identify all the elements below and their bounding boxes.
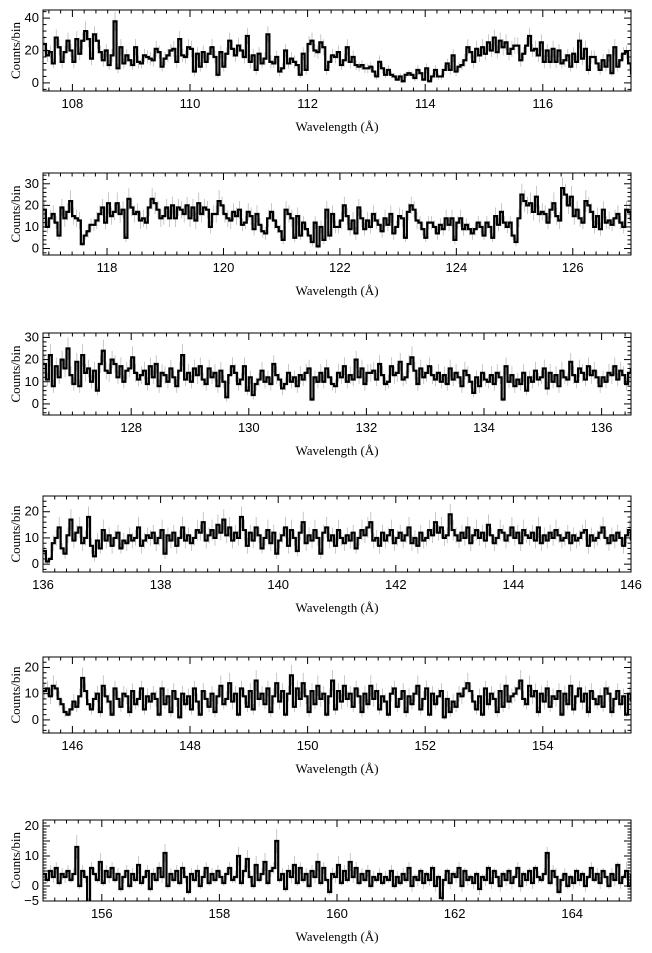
x-tick-label: 146 bbox=[62, 738, 84, 753]
y-tick-label: 0 bbox=[32, 75, 39, 90]
x-tick-label: 114 bbox=[415, 96, 436, 111]
y-tick-label: 10 bbox=[25, 530, 39, 545]
x-tick-label: 152 bbox=[414, 738, 436, 753]
x-tick-label: 110 bbox=[180, 96, 201, 111]
y-tick-label: 30 bbox=[25, 329, 39, 344]
y-tick-label: 20 bbox=[25, 43, 39, 58]
x-tick-label: 148 bbox=[179, 738, 201, 753]
plot-frame bbox=[42, 332, 632, 416]
y-tick-label: 10 bbox=[25, 219, 39, 234]
x-tick-label: 138 bbox=[150, 577, 172, 592]
x-tick-label: 130 bbox=[238, 420, 260, 435]
x-tick-label: 136 bbox=[32, 577, 54, 592]
y-tick-label: 10 bbox=[25, 686, 39, 701]
y-tick-label: −5 bbox=[24, 893, 39, 908]
y-tick-label: 20 bbox=[25, 504, 39, 519]
x-tick-label: 140 bbox=[267, 577, 289, 592]
x-tick-label: 158 bbox=[209, 906, 231, 921]
y-axis-label: Counts/bin bbox=[8, 185, 23, 243]
x-tick-label: 126 bbox=[562, 260, 584, 275]
spectrum-panel-5: 146 148 150 152 154 0 10 20 Wavelength (Å) Counts… bbox=[8, 656, 632, 776]
spectrum-step-line bbox=[43, 674, 631, 719]
y-tick-label: 10 bbox=[25, 374, 39, 389]
x-tick-label: 146 bbox=[620, 577, 642, 592]
y-tick-label: 40 bbox=[25, 10, 39, 25]
spectrum-step-line bbox=[43, 187, 631, 248]
data-layer bbox=[43, 829, 631, 901]
data-layer bbox=[43, 177, 631, 249]
x-tick-label: 142 bbox=[385, 577, 407, 592]
x-tick-label: 108 bbox=[62, 96, 84, 111]
x-tick-label: 160 bbox=[326, 906, 348, 921]
x-tick-label: 124 bbox=[445, 260, 467, 275]
y-axis-label: Counts/bin bbox=[8, 666, 23, 724]
y-tick-label: 20 bbox=[25, 818, 39, 833]
x-tick-label: 136 bbox=[591, 420, 613, 435]
x-tick-label: 144 bbox=[503, 577, 525, 592]
y-axis-label: Counts/bin bbox=[8, 345, 23, 403]
y-axis-label: Counts/bin bbox=[8, 21, 23, 79]
data-layer bbox=[43, 11, 631, 83]
x-axis-label: Wavelength (Å) bbox=[295, 929, 378, 944]
y-tick-label: 30 bbox=[25, 176, 39, 191]
x-axis-label: Wavelength (Å) bbox=[295, 600, 378, 615]
x-tick-label: 128 bbox=[120, 420, 142, 435]
x-tick-label: 156 bbox=[91, 906, 113, 921]
plot-frame bbox=[42, 656, 632, 734]
spectrum-step-line bbox=[43, 839, 631, 901]
y-tick-label: 10 bbox=[25, 848, 39, 863]
x-tick-label: 118 bbox=[97, 260, 118, 275]
x-tick-label: 162 bbox=[444, 906, 466, 921]
y-tick-label: 0 bbox=[32, 878, 39, 893]
spectrum-step-line bbox=[43, 20, 631, 83]
spectrum-panel-2: 118 120 122 124 126 0 10 20 30 Wavelength (Å) Coun… bbox=[8, 172, 632, 298]
spectrum-panel-3: 128 130 132 134 136 0 10 20 30 Wavelength (Å) Coun… bbox=[8, 329, 632, 458]
spectrum-panel-1: 108 110 112 114 116 0 20 40 Wavelength (Å) Counts… bbox=[8, 9, 632, 134]
spectrum-step-line bbox=[43, 513, 631, 563]
x-axis-label: Wavelength (Å) bbox=[295, 283, 378, 298]
data-layer bbox=[43, 664, 631, 720]
x-axis-label: Wavelength (Å) bbox=[295, 443, 378, 458]
data-layer bbox=[43, 337, 631, 402]
y-tick-label: 0 bbox=[32, 712, 39, 727]
x-tick-label: 122 bbox=[329, 260, 351, 275]
x-tick-label: 164 bbox=[561, 906, 583, 921]
y-tick-label: 20 bbox=[25, 197, 39, 212]
x-tick-label: 116 bbox=[532, 96, 553, 111]
y-axis-label: Counts/bin bbox=[8, 505, 23, 563]
spectrum-panel-6: 156 158 160 162 164 −50 10 20 Wavelength (Å) Coun… bbox=[8, 818, 632, 944]
y-tick-label: 20 bbox=[25, 659, 39, 674]
y-axis-label: Counts/bin bbox=[8, 831, 23, 889]
x-tick-label: 134 bbox=[473, 420, 495, 435]
x-tick-label: 150 bbox=[297, 738, 319, 753]
spectrum-step-line bbox=[43, 347, 631, 401]
spectrum-panel-4: 136 138 140 142 144 146 0 10 20 Wavelength (Å) Cou… bbox=[8, 495, 642, 615]
y-tick-label: 0 bbox=[32, 556, 39, 571]
y-tick-label: 0 bbox=[32, 396, 39, 411]
y-tick-label: 0 bbox=[32, 241, 39, 256]
y-tick-label: 20 bbox=[25, 352, 39, 367]
x-tick-label: 112 bbox=[297, 96, 318, 111]
x-tick-label: 132 bbox=[356, 420, 378, 435]
data-layer bbox=[43, 503, 631, 565]
x-tick-label: 120 bbox=[213, 260, 235, 275]
x-axis-label: Wavelength (Å) bbox=[295, 119, 378, 134]
x-axis-label: Wavelength (Å) bbox=[295, 761, 378, 776]
plot-frame bbox=[42, 819, 632, 902]
x-tick-label: 154 bbox=[532, 738, 554, 753]
